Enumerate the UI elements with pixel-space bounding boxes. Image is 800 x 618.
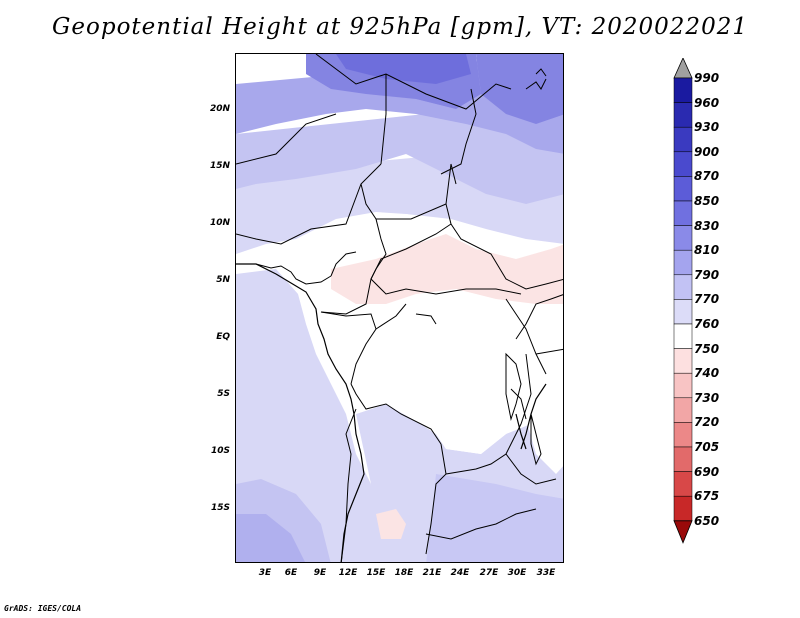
y-tick-5n: 5N — [216, 275, 230, 285]
southeast-field — [426, 474, 563, 562]
colorbar-segment — [673, 225, 693, 251]
y-tick-5s: 5S — [217, 389, 230, 399]
colorbar-label: 730 — [694, 390, 720, 405]
y-tick-15s: 15S — [210, 503, 230, 513]
y-tick-20n: 20N — [209, 104, 230, 114]
map-panel — [235, 53, 564, 563]
colorbar-label: 770 — [694, 292, 720, 307]
x-tick-3e: 3E — [258, 568, 272, 578]
map-canvas — [236, 54, 563, 562]
colorbar-segment — [673, 77, 693, 103]
colorbar-label: 690 — [694, 464, 720, 479]
colorbar-label: 705 — [694, 440, 720, 454]
footer-credit: GrADS: IGES/COLA — [4, 604, 82, 613]
y-tick-10n: 10N — [209, 218, 230, 228]
colorbar-segment — [673, 446, 693, 472]
colorbar-segment — [673, 348, 693, 374]
colorbar-segment — [673, 495, 693, 522]
x-tick-33e: 33E — [536, 568, 556, 578]
colorbar-label: 740 — [694, 366, 720, 381]
colorbar-label: 870 — [694, 169, 720, 184]
colorbar-segment — [673, 471, 693, 497]
lakes — [415, 313, 542, 466]
colorbar-label: 790 — [694, 267, 720, 282]
colorbar-segment — [673, 323, 693, 349]
y-tick-eq: EQ — [216, 332, 230, 342]
colorbar-label: 930 — [694, 120, 720, 135]
colorbar-segment — [673, 249, 693, 276]
colorbar — [673, 58, 693, 544]
colorbar-segment — [673, 126, 693, 153]
colorbar-segment — [673, 397, 693, 423]
x-tick-6e: 6E — [284, 568, 298, 578]
x-tick-24e: 24E — [450, 568, 470, 578]
colorbar-segment — [673, 151, 693, 177]
colorbar-segment — [673, 299, 693, 325]
colorbar-label: 850 — [694, 194, 720, 208]
colorbar-segment — [673, 200, 693, 226]
chart-title: Geopotential Height at 925hPa [gpm], VT:… — [52, 14, 748, 40]
colorbar-segment — [673, 372, 693, 399]
red-sea-coast — [525, 68, 547, 90]
x-tick-12e: 12E — [338, 568, 358, 578]
colorbar-label: 810 — [694, 243, 720, 258]
x-tick-9e: 9E — [313, 568, 327, 578]
colorbar-segment — [673, 176, 693, 202]
colorbar-label: 750 — [694, 341, 720, 356]
colorbar-segment — [673, 102, 693, 128]
pink-patch-south — [376, 509, 406, 539]
colorbar-label: 675 — [694, 489, 720, 504]
colorbar-bottom-arrow — [673, 520, 693, 544]
colorbar-top-arrow — [673, 58, 693, 79]
colorbar-label: 650 — [694, 513, 720, 528]
ne-deep — [476, 54, 563, 124]
x-tick-18e: 18E — [394, 568, 414, 578]
x-tick-15e: 15E — [366, 568, 386, 578]
colorbar-label: 720 — [694, 415, 720, 430]
colorbar-label: 900 — [694, 144, 720, 159]
sw-field-inner — [236, 514, 305, 562]
y-tick-10s: 10S — [210, 446, 230, 456]
pink-band — [331, 234, 563, 304]
colorbar-label: 830 — [694, 218, 720, 233]
colorbar-label: 760 — [694, 317, 720, 331]
x-tick-21e: 21E — [422, 568, 442, 578]
x-tick-27e: 27E — [479, 568, 499, 578]
colorbar-label: 990 — [694, 71, 720, 85]
colorbar-segment — [673, 422, 693, 448]
x-tick-30e: 30E — [507, 568, 527, 578]
y-tick-15n: 15N — [209, 161, 230, 171]
colorbar-segment — [673, 274, 693, 300]
colorbar-label: 960 — [694, 95, 720, 110]
north-peak — [336, 54, 471, 84]
